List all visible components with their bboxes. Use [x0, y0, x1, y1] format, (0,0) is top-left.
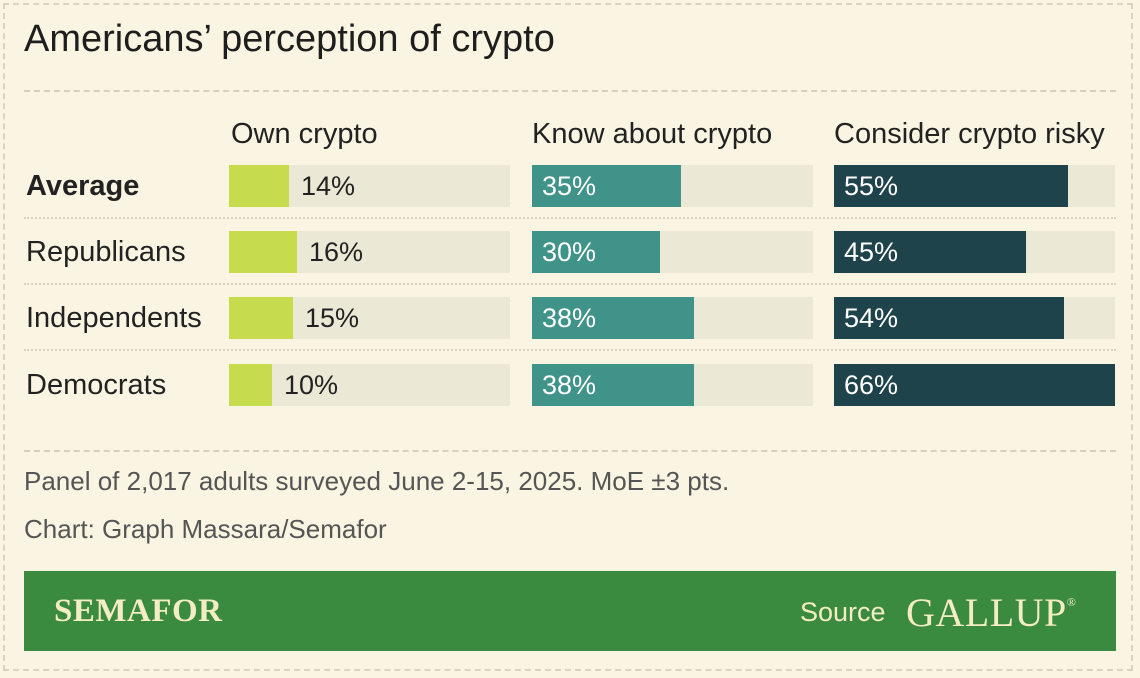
footer-bar: SEMAFOR Source GALLUP® — [24, 571, 1116, 651]
bar-consider-crypto-risky-republicans — [834, 231, 1026, 273]
column-header-know: Know about crypto — [532, 118, 773, 150]
bar-know-about-crypto-democrats — [532, 364, 694, 406]
bar-track-consider-crypto-risky-republicans: 45% — [834, 231, 1115, 273]
value-label-consider-crypto-risky-democrats: 66% — [844, 370, 899, 400]
row-label-republicans: Republicans — [26, 236, 186, 268]
bar-consider-crypto-risky-democrats — [834, 364, 1115, 406]
row-separator — [24, 217, 1116, 219]
bar-own-crypto-average — [229, 165, 289, 207]
bar-consider-crypto-risky-average — [834, 165, 1068, 207]
bar-consider-crypto-risky-independents — [834, 297, 1064, 339]
bar-know-about-crypto-republicans — [532, 231, 660, 273]
chart-credit: Chart: Graph Massara/Semafor — [24, 514, 387, 544]
value-label-own-crypto-republicans: 16% — [309, 237, 364, 267]
value-label-consider-crypto-risky-average: 55% — [844, 171, 899, 201]
bar-know-about-crypto-independents — [532, 297, 694, 339]
value-label-know-about-crypto-average: 35% — [542, 171, 597, 201]
column-header-own: Own crypto — [231, 118, 378, 150]
value-label-consider-crypto-risky-republicans: 45% — [844, 237, 899, 267]
bar-track-know-about-crypto-democrats: 38% — [532, 364, 813, 406]
bar-track-consider-crypto-risky-democrats: 66% — [834, 364, 1115, 406]
value-label-own-crypto-average: 14% — [301, 171, 356, 201]
chart-frame — [3, 3, 1133, 671]
bar-track-consider-crypto-risky-average: 55% — [834, 165, 1115, 207]
bar-track-own-crypto-independents: 15% — [229, 297, 510, 339]
value-label-know-about-crypto-independents: 38% — [542, 303, 597, 333]
bar-track-consider-crypto-risky-independents: 54% — [834, 297, 1115, 339]
column-header-risky: Consider crypto risky — [834, 118, 1105, 150]
bar-track-know-about-crypto-average: 35% — [532, 165, 813, 207]
value-label-know-about-crypto-democrats: 38% — [542, 370, 597, 400]
value-label-know-about-crypto-republicans: 30% — [542, 237, 597, 267]
bar-track-know-about-crypto-independents: 38% — [532, 297, 813, 339]
row-label-independents: Independents — [26, 302, 202, 334]
bar-track-own-crypto-republicans: 16% — [229, 231, 510, 273]
notes-divider — [24, 450, 1116, 452]
source-label: Source — [800, 597, 886, 627]
bar-own-crypto-democrats — [229, 364, 272, 406]
semafor-logo: SEMAFOR — [54, 593, 223, 629]
bar-own-crypto-independents — [229, 297, 293, 339]
bar-own-crypto-republicans — [229, 231, 297, 273]
chart-title: Americans’ perception of crypto — [24, 18, 555, 60]
bar-track-know-about-crypto-republicans: 30% — [532, 231, 813, 273]
registered-mark: ® — [1066, 595, 1077, 609]
row-separator — [24, 349, 1116, 351]
bar-track-own-crypto-average: 14% — [229, 165, 510, 207]
value-label-own-crypto-democrats: 10% — [284, 370, 339, 400]
value-label-consider-crypto-risky-independents: 54% — [844, 303, 899, 333]
bar-track-own-crypto-democrats: 10% — [229, 364, 510, 406]
bar-know-about-crypto-average — [532, 165, 681, 207]
title-divider — [24, 90, 1116, 92]
gallup-logo-text: GALLUP — [906, 590, 1067, 635]
value-label-own-crypto-independents: 15% — [305, 303, 360, 333]
gallup-logo: GALLUP® — [906, 589, 1076, 636]
row-label-average: Average — [26, 170, 140, 202]
row-separator — [24, 283, 1116, 285]
survey-note: Panel of 2,017 adults surveyed June 2-15… — [24, 466, 730, 496]
row-label-democrats: Democrats — [26, 369, 167, 401]
